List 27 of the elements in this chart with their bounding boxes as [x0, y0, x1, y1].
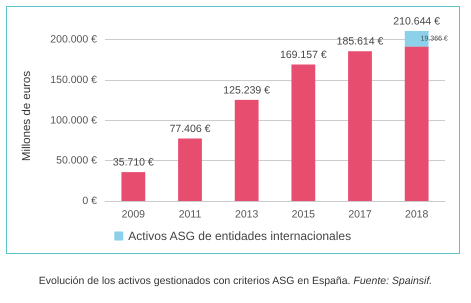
bar	[234, 100, 259, 201]
x-tick-label: 2013	[234, 208, 259, 220]
x-tick-label: 2011	[178, 208, 202, 220]
bar	[348, 51, 372, 201]
bar	[291, 64, 316, 201]
data-label: 35.710 €	[112, 156, 154, 169]
x-tick-label: 2017	[348, 208, 372, 220]
bar	[404, 46, 429, 201]
y-tick-label: 150.000 €	[50, 74, 98, 86]
x-tick-label: 2018	[404, 208, 429, 220]
y-axis-title: Millones de euros	[21, 70, 33, 162]
x-tick-label: 2015	[292, 208, 316, 220]
y-tick-label: 100.000 €	[50, 114, 98, 126]
data-label: 77.406 €	[170, 123, 211, 136]
bar	[121, 172, 146, 201]
data-label: 185.614 €	[336, 36, 384, 48]
source-note: Fuente: Spainsif.	[352, 275, 432, 287]
x-tick-label: 2009	[122, 208, 146, 220]
y-tick-label: 200.000 €	[50, 34, 98, 46]
legend-label: Activos ASG de entidades internacionales	[128, 229, 352, 243]
y-tick-label: 0 €	[82, 195, 98, 207]
data-label: 169.157 €	[280, 48, 327, 61]
text: Evolución de los activos gestionados con criterios ASG en España.	[38, 275, 350, 287]
y-tick-label: 50.000 €	[56, 154, 98, 167]
bar	[178, 138, 202, 201]
data-label: 125.239 €	[223, 84, 270, 96]
total-label: 210.644 €	[393, 16, 440, 28]
